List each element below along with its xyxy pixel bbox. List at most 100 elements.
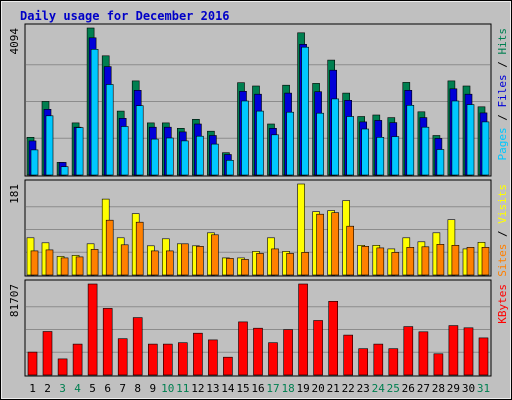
bar-sites-day-30	[466, 247, 475, 276]
bar-kbytes-day-8	[132, 317, 143, 376]
x-tick-label-day-23: 23	[357, 382, 370, 395]
x-tick-label-day-29: 29	[447, 382, 460, 395]
bar-kbytes-day-16	[253, 327, 263, 376]
x-tick-label-day-15: 15	[236, 382, 249, 395]
bar-kbytes-day-9	[148, 343, 158, 376]
bar-pages-day-5	[90, 48, 99, 176]
x-tick-label-day-2: 2	[44, 382, 51, 395]
x-tick-label-day-19: 19	[296, 382, 309, 395]
bar-sites-day-15	[241, 259, 249, 276]
bar-pages-day-4	[75, 127, 84, 176]
bar-pages-day-6	[105, 84, 114, 176]
x-tick-label-day-28: 28	[432, 382, 445, 395]
bar-pages-day-23	[361, 128, 370, 176]
x-tick-label-day-25: 25	[387, 382, 400, 395]
legend-visits-sites: Sites / Visits	[496, 184, 509, 277]
y-axis-max-label: 81707	[8, 284, 21, 317]
bar-kbytes-day-24	[373, 343, 384, 376]
x-tick-label-day-7: 7	[119, 382, 126, 395]
bar-sites-day-18	[286, 253, 294, 276]
bar-pages-day-27	[421, 126, 430, 176]
bar-kbytes-day-11	[178, 342, 188, 376]
bar-pages-day-24	[376, 137, 385, 176]
bar-kbytes-day-6	[102, 308, 113, 376]
legend-item-kbytes: KBytes	[496, 284, 509, 324]
bar-kbytes-day-27	[418, 331, 429, 376]
bar-pages-day-1	[30, 149, 39, 176]
legend-item-files: Files	[496, 74, 509, 107]
x-tick-label-day-26: 26	[402, 382, 415, 395]
bar-pages-day-2	[45, 115, 54, 176]
bar-sites-day-24	[376, 247, 385, 276]
bar-pages-day-14	[226, 160, 234, 176]
bar-kbytes-day-10	[163, 343, 173, 376]
x-tick-label-day-17: 17	[266, 382, 279, 395]
bar-kbytes-day-4	[72, 343, 83, 376]
y-axis-max-label: 181	[8, 184, 21, 204]
bar-pages-day-25	[391, 136, 400, 176]
bar-pages-day-19	[301, 46, 309, 176]
bar-sites-day-5	[90, 249, 99, 276]
bar-pages-day-8	[135, 105, 144, 176]
bar-kbytes-day-20	[313, 320, 323, 376]
bar-sites-day-29	[451, 245, 460, 276]
bar-kbytes-day-21	[328, 300, 339, 376]
x-tick-label-day-14: 14	[221, 382, 235, 395]
legend-item-visits: Visits	[496, 184, 509, 224]
bar-kbytes-day-2	[42, 331, 53, 376]
x-axis-day-labels: 1 2 3 4 5 6 7 8 9 10 11 12 13 14 15 16 17 18 19 20 21 22 23 24 2…	[29, 382, 490, 395]
x-tick-label-day-3: 3	[59, 382, 66, 395]
bar-kbytes-day-31	[478, 337, 489, 376]
x-tick-label-day-31: 31	[477, 382, 490, 395]
legend-separator: /	[496, 224, 509, 244]
bar-sites-day-16	[256, 253, 264, 276]
bar-kbytes-day-5	[87, 283, 98, 376]
bar-sites-day-14	[226, 258, 234, 276]
bar-kbytes-day-23	[358, 348, 369, 376]
bar-kbytes-day-26	[403, 326, 414, 376]
bar-pages-day-30	[466, 104, 475, 176]
x-tick-label-day-20: 20	[311, 382, 324, 395]
bar-sites-day-21	[331, 212, 340, 276]
legend-separator: /	[496, 55, 509, 75]
bar-kbytes-day-1	[27, 351, 38, 376]
x-tick-label-day-16: 16	[251, 382, 264, 395]
bar-kbytes-day-19	[298, 283, 308, 376]
x-tick-label-day-5: 5	[89, 382, 96, 395]
x-tick-label-day-9: 9	[149, 382, 156, 395]
bar-pages-day-20	[316, 112, 324, 176]
bar-sites-day-7	[120, 244, 129, 276]
bar-sites-day-8	[135, 221, 144, 276]
x-tick-label-day-11: 11	[176, 382, 189, 395]
x-tick-label-day-30: 30	[462, 382, 475, 395]
bar-pages-day-31	[481, 121, 490, 176]
bar-pages-day-16	[256, 110, 264, 176]
bar-sites-day-9	[151, 250, 159, 276]
bar-sites-day-11	[181, 243, 189, 276]
bar-sites-day-20	[316, 213, 324, 276]
x-tick-label-day-22: 22	[342, 382, 355, 395]
legend-item-sites: Sites	[496, 244, 509, 277]
bar-pages-day-26	[406, 105, 415, 176]
bar-kbytes-day-30	[463, 327, 474, 376]
bar-sites-day-6	[105, 219, 114, 276]
x-tick-label-day-24: 24	[372, 382, 386, 395]
bar-sites-day-19	[301, 252, 309, 276]
x-tick-label-day-10: 10	[161, 382, 174, 395]
chart-title: Daily usage for December 2016	[20, 9, 230, 23]
bar-pages-day-21	[331, 98, 340, 176]
legend-item-pages: Pages	[496, 127, 509, 160]
bar-sites-day-2	[45, 249, 54, 276]
bar-pages-day-3	[60, 166, 69, 176]
bar-pages-day-17	[271, 134, 279, 176]
bar-sites-day-1	[30, 250, 39, 276]
bar-kbytes-day-25	[388, 348, 399, 376]
legend-item-hits: Hits	[496, 28, 509, 55]
panel-kbytes: 81707 KBytes	[8, 279, 509, 377]
bar-sites-day-4	[75, 256, 84, 276]
legend-kbytes: KBytes	[496, 284, 509, 324]
x-tick-label-day-6: 6	[104, 382, 111, 395]
bar-kbytes-day-29	[448, 325, 459, 376]
